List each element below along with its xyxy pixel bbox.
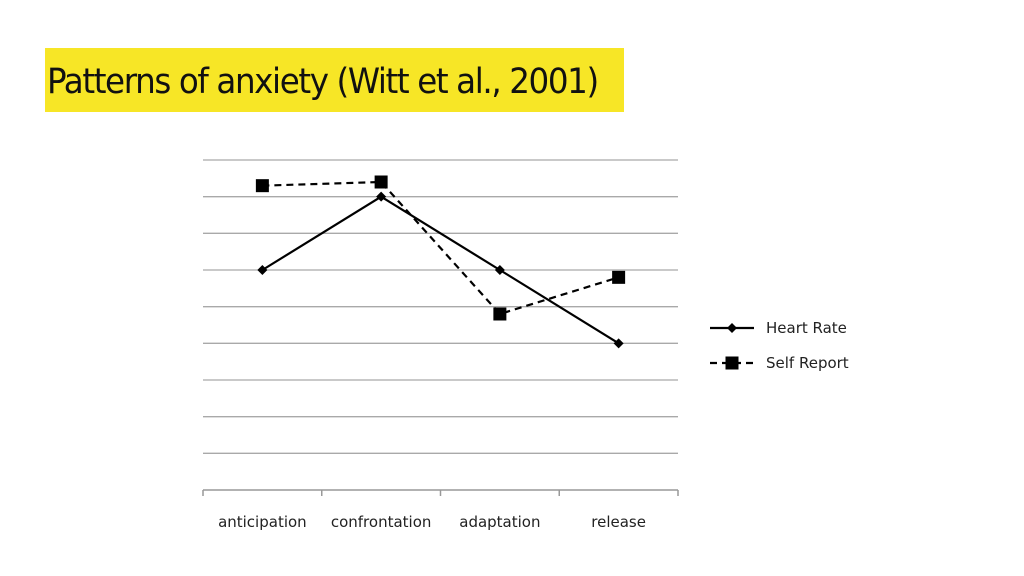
data-point	[493, 307, 507, 321]
data-point	[725, 356, 739, 370]
legend-label: Heart Rate	[766, 319, 847, 337]
data-point	[374, 175, 388, 189]
data-point	[255, 179, 269, 193]
data-point	[612, 270, 626, 284]
data-point	[727, 323, 737, 333]
data-point	[494, 265, 505, 275]
x-axis: anticipation confrontation adaptation relea…	[202, 489, 679, 531]
data-point	[613, 338, 624, 349]
chart-gridlines	[203, 159, 678, 454]
legend-label: Self Report	[766, 354, 849, 372]
series-line	[261, 195, 620, 345]
chart-legend: Heart Rate Self Report	[710, 319, 849, 372]
chart-series	[255, 175, 626, 349]
x-tick-label: adaptation	[459, 513, 540, 531]
data-point	[376, 191, 387, 202]
x-tick-label: anticipation	[218, 513, 307, 531]
slide-title: Patterns of anxiety (Witt et al., 2001)	[47, 62, 599, 102]
series-line	[262, 180, 619, 316]
data-point	[257, 265, 268, 275]
x-tick-label: confrontation	[331, 513, 432, 531]
x-tick-label: release	[591, 513, 646, 531]
title-highlight	[45, 48, 624, 112]
